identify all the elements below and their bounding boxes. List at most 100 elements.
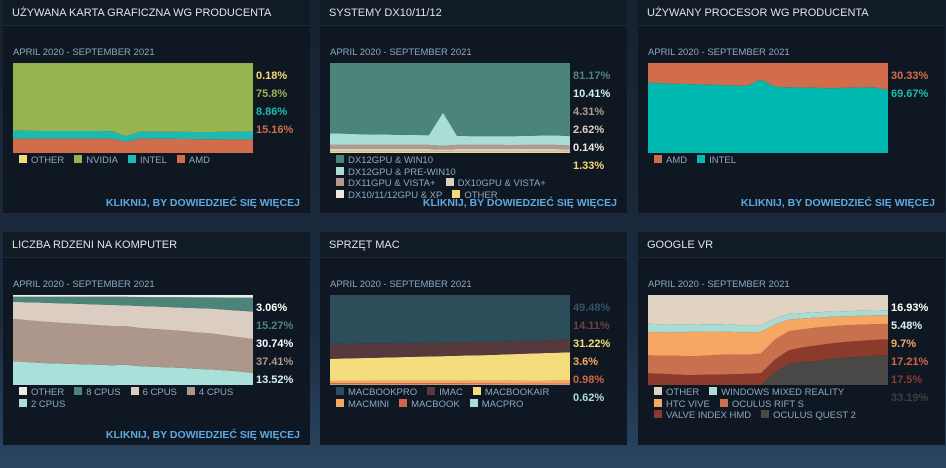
panel-title: UŻYWANY PROCESOR WG PRODUCENTA (638, 0, 945, 26)
legend-label: DX12GPU & PRE-WIN10 (348, 166, 456, 178)
legend-item-dx12gpu-win10: DX12GPU & WIN10 (336, 155, 433, 167)
legend-item-oculus-rift-s: OCULUS RIFT S (719, 398, 804, 411)
area-dx10gpu-vista (330, 149, 570, 152)
value-label-macbookair: 31.22% (573, 338, 611, 350)
date-range-subtitle: APRIL 2020 - SEPTEMBER 2021 (13, 47, 155, 58)
value-label-macbookpro: 49.48% (573, 302, 611, 314)
legend-item-dx10gpu-vista: DX10GPU & VISTA+ (445, 178, 546, 190)
chart-panel-sprz-t-mac: SPRZĘT MAC APRIL 2020 - SEPTEMBER 2021 49.… (320, 232, 627, 445)
area-other (648, 295, 888, 326)
area-macmini (330, 380, 570, 384)
legend-swatch (654, 155, 662, 163)
legend-label: VALVE INDEX HMD (666, 410, 752, 421)
legend-item-dx11gpu-vista: DX11GPU & VISTA+ (336, 178, 436, 190)
legend-item-dx12gpu-pre-win10: DX12GPU & PRE-WIN10 (336, 166, 456, 179)
area-oculus-quest-2 (648, 355, 888, 385)
panel-title: LICZBA RDZENI NA KOMPUTER (3, 232, 310, 258)
legend-item-htc-vive: HTC VIVE (654, 398, 710, 411)
area-4-cpus (13, 318, 253, 373)
legend-item-macbookair: MACBOOKAIR (472, 387, 550, 399)
stacked-area-chart (13, 63, 253, 153)
value-label-oculus-quest-2: 33.19% (891, 392, 929, 404)
legend-item-8-cpus: 8 CPUS (74, 387, 121, 399)
area-2-cpus (13, 361, 253, 385)
legend-swatch (654, 410, 662, 418)
legend-swatch (74, 155, 83, 163)
learn-more-link[interactable]: KLIKNIJ, BY DOWIEDZIEĆ SIĘ WIĘCEJ (740, 197, 935, 209)
date-range-subtitle: APRIL 2020 - SEPTEMBER 2021 (648, 279, 790, 290)
legend-item-dx10-11-12gpu-xp: DX10/11/12GPU & XP (336, 189, 443, 202)
legend-item-other: OTHER (654, 387, 699, 399)
area-oculus-rift-s (648, 323, 888, 376)
legend-label: NVIDIA (86, 155, 118, 166)
date-range-subtitle: APRIL 2020 - SEPTEMBER 2021 (13, 279, 155, 290)
value-label-windows-mixed-reality: 5.48% (891, 320, 923, 332)
value-labels: 81.17% 10.41% 4.31% 2.62% 0.14% 1.33% (573, 68, 610, 176)
area-amd (648, 63, 888, 91)
value-label-macmini: 3.6% (573, 356, 599, 368)
value-label-intel: 69.67% (891, 88, 929, 100)
legend-label: MACBOOKPRO (348, 387, 418, 398)
legend-swatch (709, 387, 718, 395)
value-labels: 3.06% 15.27% 30.74% 37.41% 13.52% (256, 300, 293, 390)
legend-item-oculus-quest-2: OCULUS QUEST 2 (761, 410, 856, 422)
legend-label: MACBOOK (411, 398, 460, 410)
learn-more-link[interactable]: KLIKNIJ, BY DOWIEDZIEĆ SIĘ WIĘCEJ (105, 197, 300, 209)
legend-swatch (452, 189, 461, 198)
legend-label: OCULUS QUEST 2 (773, 410, 856, 421)
value-label-macpro: 0.62% (573, 392, 605, 404)
legend-swatch (176, 155, 185, 163)
value-label-dx12gpu-pre-win10: 10.41% (573, 88, 611, 100)
legend-label: IMAC (439, 387, 463, 398)
stacked-area-chart (648, 63, 888, 153)
legend-label: MACBOOKAIR (484, 387, 550, 398)
legend: OTHER 8 CPUS 6 CPUS 4 CPUS 2 CPUS (19, 387, 254, 410)
value-label-htc-vive: 9.7% (891, 338, 917, 350)
value-label-imac: 14.11% (573, 320, 610, 332)
value-label-8-cpus: 15.27% (256, 320, 294, 332)
legend-label: 4 CPUS (198, 387, 234, 398)
legend-label: OTHER (464, 189, 498, 201)
legend-swatch (399, 398, 408, 407)
learn-more-link[interactable]: KLIKNIJ, BY DOWIEDZIEĆ SIĘ WIĘCEJ (422, 197, 617, 209)
legend-item-6-cpus: 6 CPUS (130, 387, 177, 399)
value-label-valve-index-hmd: 17.5% (891, 374, 923, 386)
legend-swatch (336, 166, 344, 175)
legend-item-other: OTHER (19, 387, 64, 399)
panel-title: UŻYWANA KARTA GRAFICZNA WG PRODUCENTA (3, 0, 310, 26)
legend-item-other: OTHER (19, 155, 64, 167)
date-range-subtitle: APRIL 2020 - SEPTEMBER 2021 (330, 47, 472, 58)
date-range-subtitle: APRIL 2020 - SEPTEMBER 2021 (330, 279, 472, 290)
legend-item-amd: AMD (176, 155, 210, 167)
legend-label: WINDOWS MIXED REALITY (721, 387, 845, 398)
value-label-6-cpus: 30.74% (256, 338, 294, 350)
legend: OTHER WINDOWS MIXED REALITY HTC VIVE OCULUS… (654, 387, 889, 422)
area-dx12gpu-pre-win10 (330, 112, 570, 146)
legend-swatch (761, 410, 770, 418)
chart-panel-liczba-rdzeni-na-komputer: LICZBA RDZENI NA KOMPUTER APRIL 2020 - SE… (3, 232, 310, 445)
stacked-area-chart (648, 295, 888, 385)
legend-swatch (336, 178, 344, 186)
value-label-other: 0.18% (256, 70, 288, 82)
legend-label: INTEL (709, 155, 737, 166)
value-labels: 0.18% 75.8% 8.86% 15.16% (256, 68, 293, 140)
legend-swatch (336, 398, 344, 407)
legend-swatch (19, 398, 27, 407)
panel-title: SPRZĘT MAC (320, 232, 627, 258)
legend-swatch (719, 398, 728, 407)
legend-swatch (336, 387, 344, 395)
legend-label: DX10/11/12GPU & XP (348, 189, 443, 201)
legend-swatch (654, 398, 662, 407)
legend-swatch (427, 387, 436, 395)
value-label-dx12gpu-win10: 81.17% (573, 70, 611, 82)
legend-item-2-cpus: 2 CPUS (19, 398, 65, 411)
legend-swatch (654, 387, 662, 395)
area-macpro (330, 384, 570, 385)
area-intel (648, 79, 888, 153)
value-label-2-cpus: 13.52% (256, 374, 294, 386)
value-label-dx10gpu-vista: 2.62% (573, 124, 605, 136)
value-labels: 49.48% 14.11% 31.22% 3.6% 0.98% 0.62% (573, 300, 610, 408)
legend-label: AMD (666, 155, 688, 166)
legend-swatch (336, 189, 344, 198)
learn-more-link[interactable]: KLIKNIJ, BY DOWIEDZIEĆ SIĘ WIĘCEJ (105, 429, 300, 441)
